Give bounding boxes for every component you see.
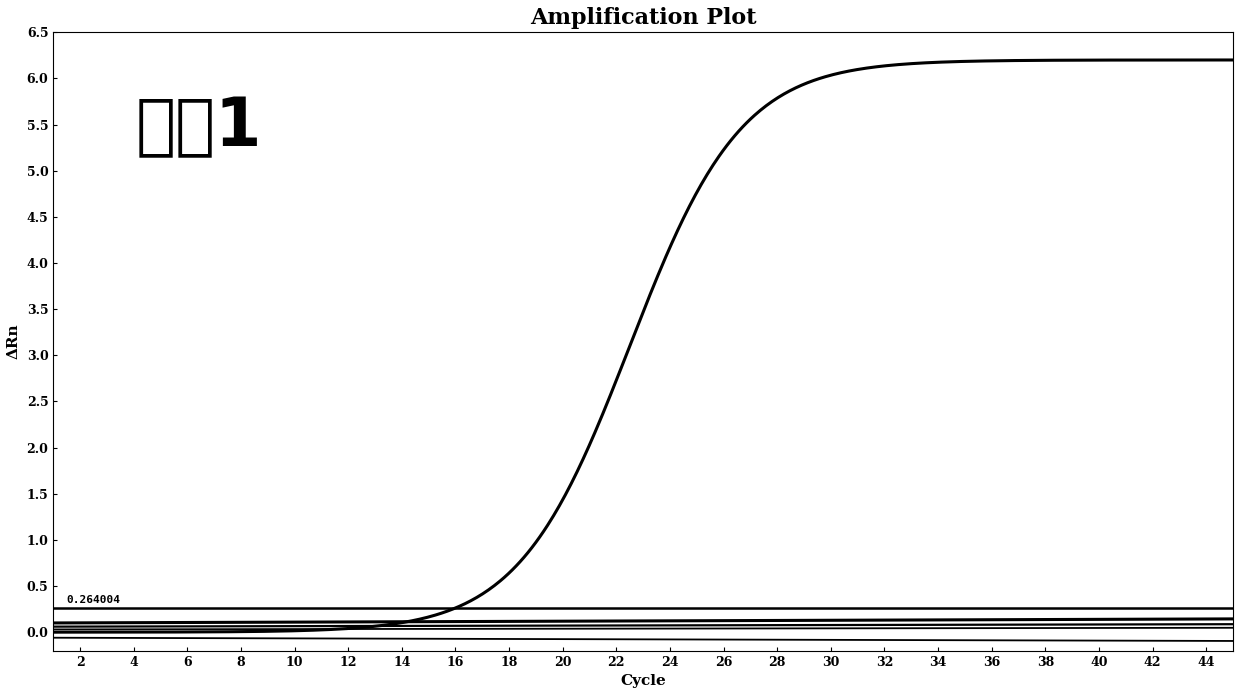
Title: Amplification Plot: Amplification Plot [529, 7, 756, 29]
X-axis label: Cycle: Cycle [620, 674, 666, 688]
Text: 体ㄱ1: 体ㄱ1 [136, 94, 263, 160]
Y-axis label: ΔRn: ΔRn [7, 324, 21, 359]
Text: 0.264004: 0.264004 [67, 595, 120, 605]
